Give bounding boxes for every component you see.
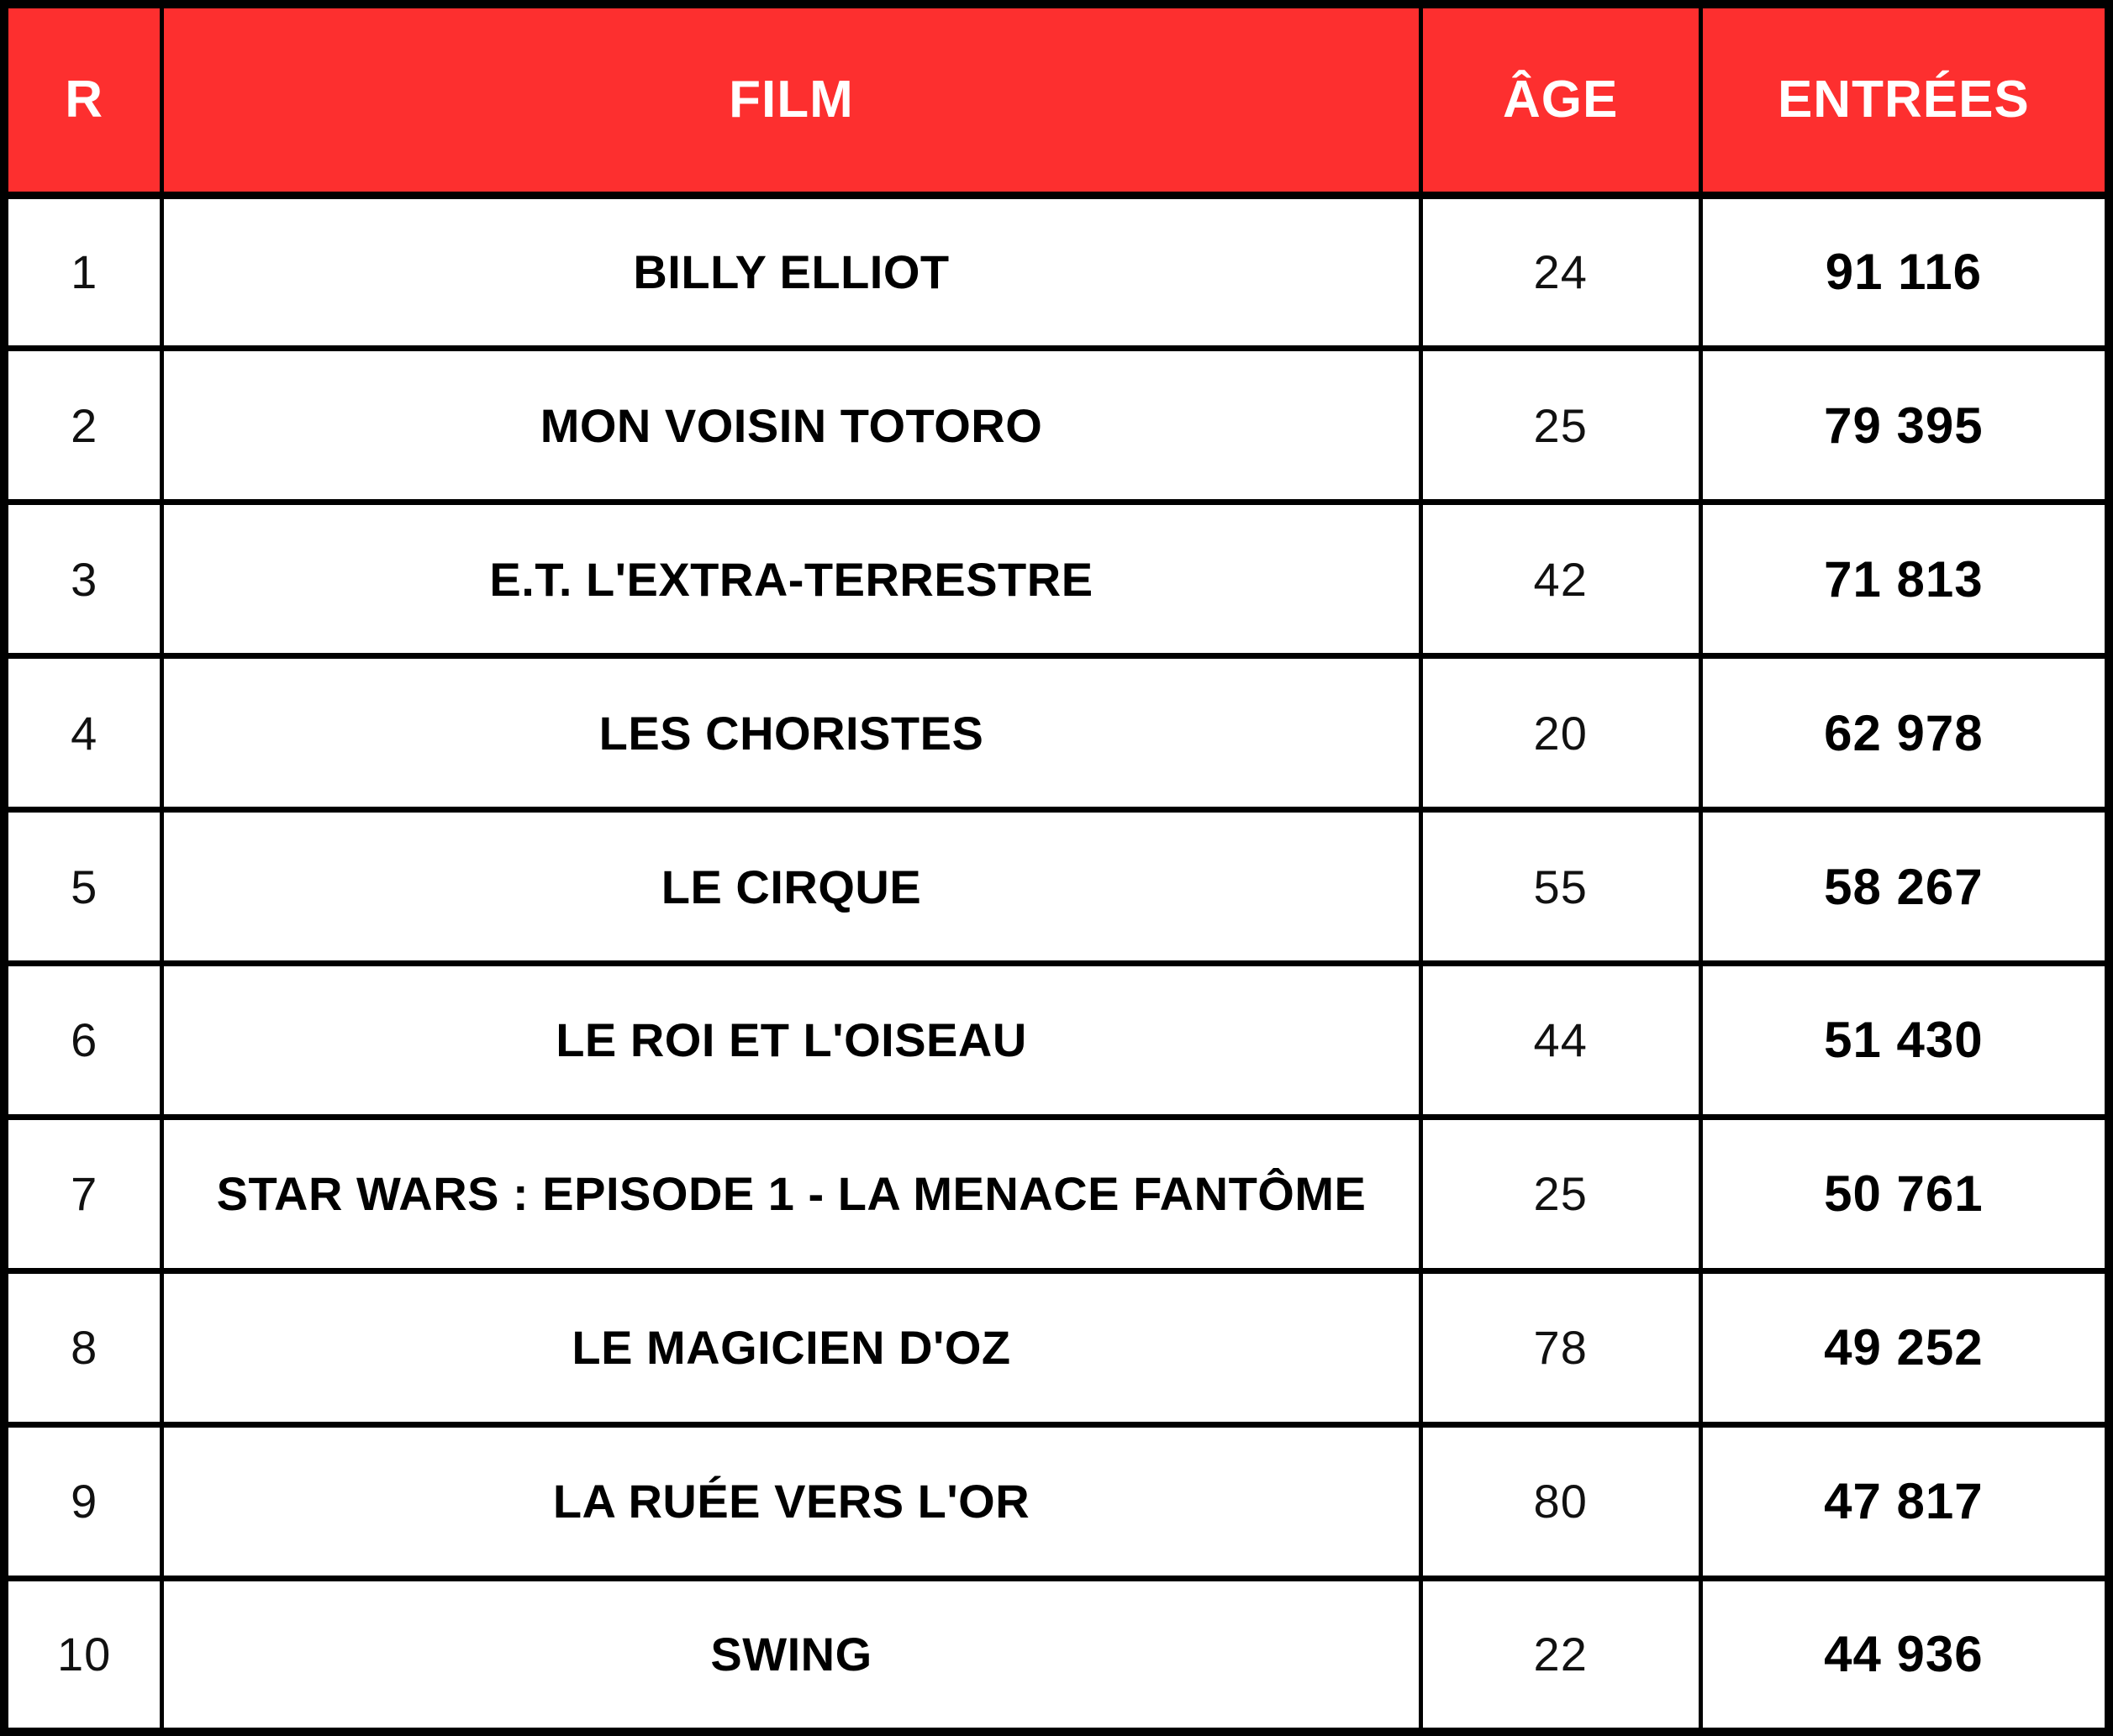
rank-cell: 4 <box>2 653 165 813</box>
table-header: R FILM ÂGE ENTRÉES <box>2 1 2111 199</box>
rank-cell: 10 <box>2 1575 165 1735</box>
header-row: R FILM ÂGE ENTRÉES <box>2 1 2111 199</box>
entries-cell: 62 978 <box>1698 653 2111 813</box>
header-film: FILM <box>160 1 1423 199</box>
header-age: ÂGE <box>1418 1 1703 199</box>
table-row: 1 BILLY ELLIOT 24 91 116 <box>2 192 2111 352</box>
entries-cell: 58 267 <box>1698 807 2111 966</box>
entries-cell: 71 813 <box>1698 499 2111 660</box>
age-cell: 25 <box>1418 1113 1703 1274</box>
film-cell: STAR WARS : EPISODE 1 - LA MENACE FANTÔM… <box>160 1113 1423 1274</box>
entries-cell: 49 252 <box>1698 1267 2111 1428</box>
film-cell: LA RUÉE VERS L'OR <box>160 1421 1423 1581</box>
header-entries: ENTRÉES <box>1698 1 2111 199</box>
rank-cell: 7 <box>2 1113 165 1274</box>
entries-cell: 50 761 <box>1698 1113 2111 1274</box>
film-cell: E.T. L'EXTRA-TERRESTRE <box>160 499 1423 660</box>
film-cell: LE ROI ET L'OISEAU <box>160 960 1423 1120</box>
rank-cell: 8 <box>2 1267 165 1428</box>
table-body: 1 BILLY ELLIOT 24 91 116 2 MON VOISIN TO… <box>2 192 2111 1735</box>
table-row: 6 LE ROI ET L'OISEAU 44 51 430 <box>2 960 2111 1120</box>
rank-cell: 3 <box>2 499 165 660</box>
age-cell: 44 <box>1418 960 1703 1120</box>
age-cell: 25 <box>1418 345 1703 506</box>
table-row: 9 LA RUÉE VERS L'OR 80 47 817 <box>2 1421 2111 1581</box>
entries-cell: 47 817 <box>1698 1421 2111 1581</box>
table-row: 5 LE CIRQUE 55 58 267 <box>2 807 2111 966</box>
header-rank: R <box>2 1 165 199</box>
rank-cell: 1 <box>2 192 165 352</box>
table-row: 8 LE MAGICIEN D'OZ 78 49 252 <box>2 1267 2111 1428</box>
table-row: 10 SWING 22 44 936 <box>2 1575 2111 1735</box>
age-cell: 55 <box>1418 807 1703 966</box>
table-row: 2 MON VOISIN TOTORO 25 79 395 <box>2 345 2111 506</box>
film-cell: BILLY ELLIOT <box>160 192 1423 352</box>
entries-cell: 91 116 <box>1698 192 2111 352</box>
film-cell: LE CIRQUE <box>160 807 1423 966</box>
rank-cell: 5 <box>2 807 165 966</box>
age-cell: 20 <box>1418 653 1703 813</box>
rank-cell: 2 <box>2 345 165 506</box>
entries-cell: 79 395 <box>1698 345 2111 506</box>
age-cell: 24 <box>1418 192 1703 352</box>
age-cell: 78 <box>1418 1267 1703 1428</box>
entries-cell: 51 430 <box>1698 960 2111 1120</box>
age-cell: 22 <box>1418 1575 1703 1735</box>
age-cell: 42 <box>1418 499 1703 660</box>
age-cell: 80 <box>1418 1421 1703 1581</box>
entries-cell: 44 936 <box>1698 1575 2111 1735</box>
rank-cell: 6 <box>2 960 165 1120</box>
table-row: 4 LES CHORISTES 20 62 978 <box>2 653 2111 813</box>
film-cell: LE MAGICIEN D'OZ <box>160 1267 1423 1428</box>
table-row: 7 STAR WARS : EPISODE 1 - LA MENACE FANT… <box>2 1113 2111 1274</box>
table-row: 3 E.T. L'EXTRA-TERRESTRE 42 71 813 <box>2 499 2111 660</box>
rank-cell: 9 <box>2 1421 165 1581</box>
film-cell: MON VOISIN TOTORO <box>160 345 1423 506</box>
film-cell: LES CHORISTES <box>160 653 1423 813</box>
film-cell: SWING <box>160 1575 1423 1735</box>
